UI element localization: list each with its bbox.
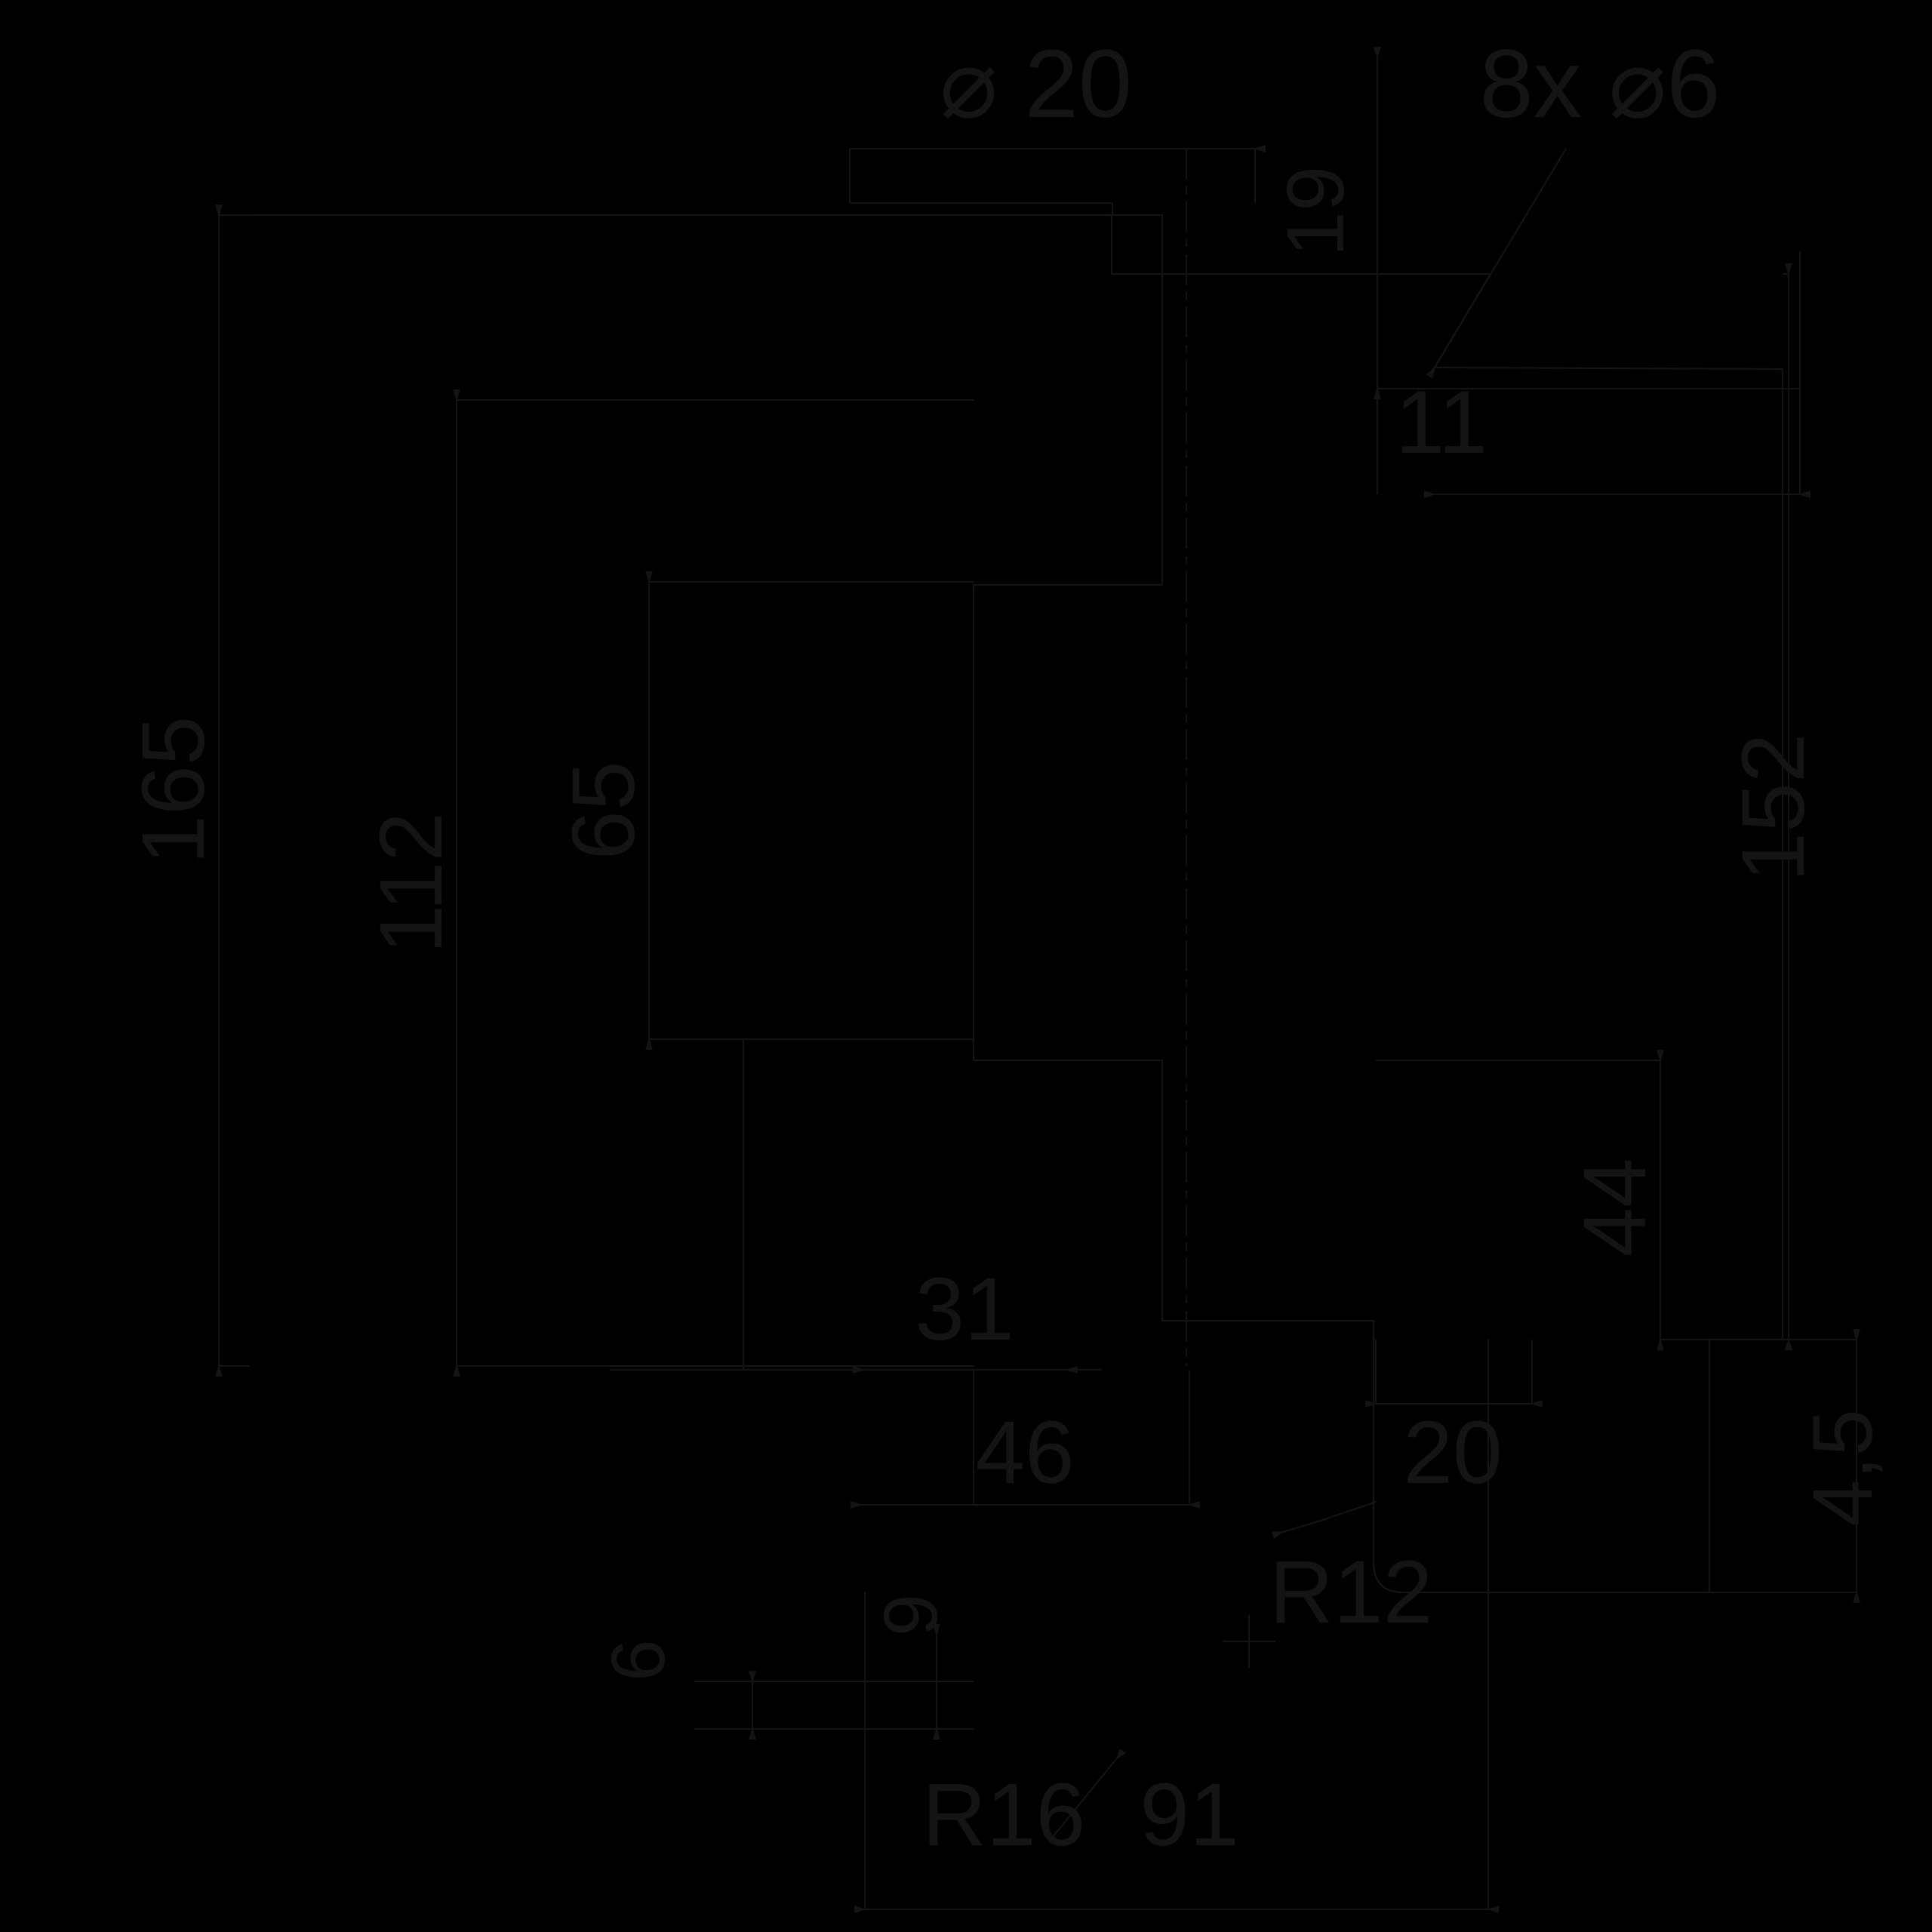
svg-text:112: 112 bbox=[361, 812, 461, 954]
svg-text:R12: R12 bbox=[1269, 1543, 1432, 1642]
svg-text:46: 46 bbox=[975, 1403, 1074, 1503]
svg-text:91: 91 bbox=[1140, 1765, 1238, 1865]
svg-text:⌀ 20: ⌀ 20 bbox=[940, 30, 1132, 138]
svg-text:31: 31 bbox=[915, 1260, 1014, 1359]
svg-text:4,5: 4,5 bbox=[1795, 1409, 1890, 1527]
svg-text:165: 165 bbox=[124, 716, 223, 865]
svg-text:20: 20 bbox=[1403, 1403, 1502, 1503]
svg-text:R16: R16 bbox=[922, 1765, 1085, 1865]
svg-text:44: 44 bbox=[1565, 1158, 1665, 1257]
svg-text:152: 152 bbox=[1724, 734, 1823, 882]
svg-text:9: 9 bbox=[869, 1594, 953, 1636]
svg-text:6: 6 bbox=[596, 1639, 681, 1681]
svg-text:19: 19 bbox=[1269, 166, 1361, 257]
svg-text:8x ⌀6: 8x ⌀6 bbox=[1480, 30, 1721, 138]
svg-text:65: 65 bbox=[554, 761, 654, 860]
svg-text:11: 11 bbox=[1395, 373, 1488, 472]
